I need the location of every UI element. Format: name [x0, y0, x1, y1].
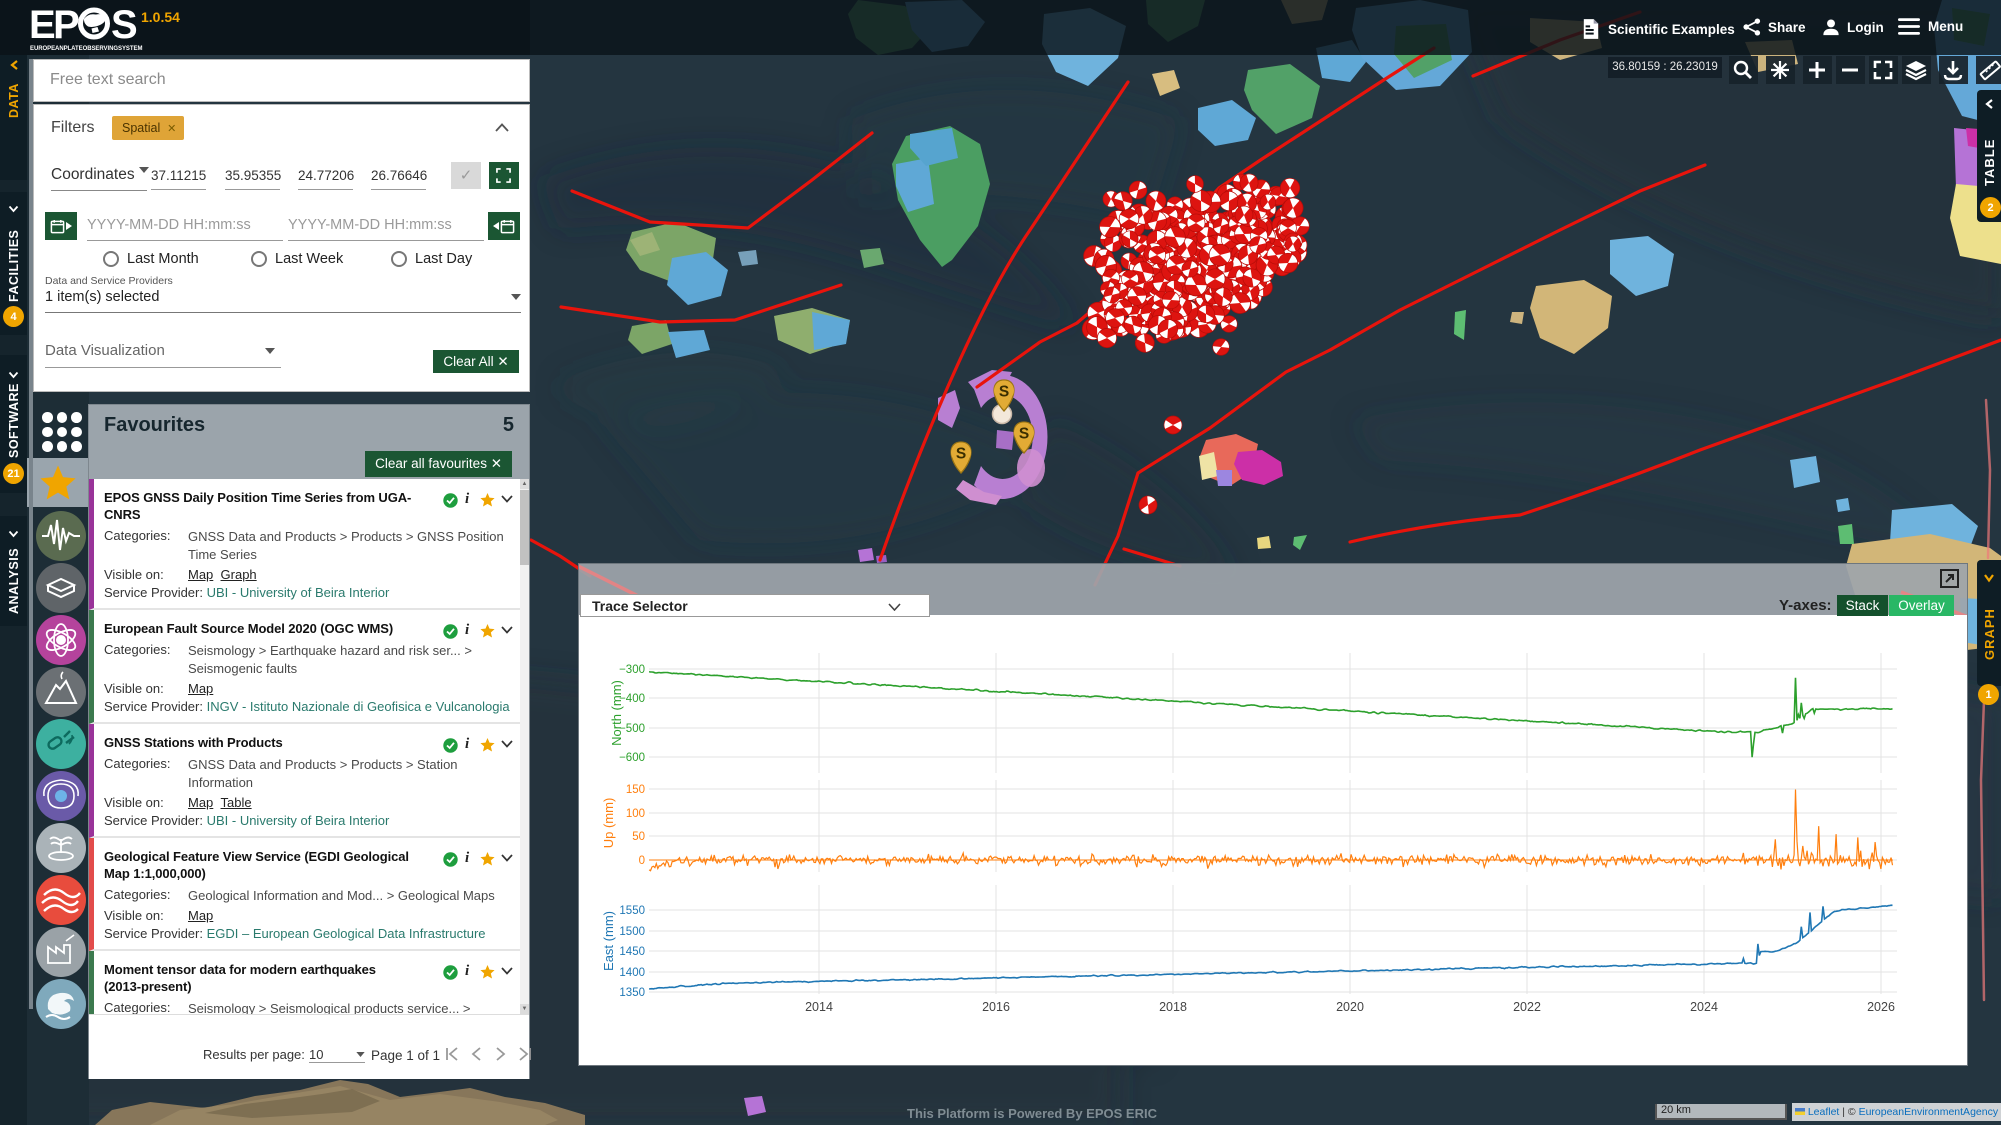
svg-text:EP: EP	[30, 5, 79, 47]
svg-text:2014: 2014	[805, 1000, 833, 1014]
svg-text:2016: 2016	[982, 1000, 1010, 1014]
svg-text:0: 0	[639, 855, 645, 867]
svg-text:100: 100	[626, 808, 645, 820]
svg-text:1350: 1350	[619, 987, 645, 999]
svg-text:−300: −300	[619, 664, 645, 676]
svg-text:1400: 1400	[619, 967, 645, 979]
svg-text:2022: 2022	[1513, 1000, 1541, 1014]
svg-text:2024: 2024	[1690, 1000, 1718, 1014]
svg-text:1550: 1550	[619, 905, 645, 917]
svg-text:2026: 2026	[1867, 1000, 1895, 1014]
svg-text:East (mm): East (mm)	[601, 911, 616, 971]
svg-text:50: 50	[632, 831, 645, 843]
svg-text:−600: −600	[619, 752, 645, 764]
svg-text:Up (mm): Up (mm)	[601, 798, 616, 849]
svg-text:−500: −500	[619, 723, 645, 735]
svg-text:S: S	[111, 5, 137, 47]
svg-text:EUROPEANPLATEOBSERVINGSYSTEM: EUROPEANPLATEOBSERVINGSYSTEM	[30, 46, 142, 52]
svg-text:2018: 2018	[1159, 1000, 1187, 1014]
svg-text:North (mm): North (mm)	[609, 680, 624, 746]
svg-text:150: 150	[626, 784, 645, 796]
svg-text:1450: 1450	[619, 946, 645, 958]
svg-text:−400: −400	[619, 693, 645, 705]
svg-text:1500: 1500	[619, 926, 645, 938]
svg-text:2020: 2020	[1336, 1000, 1364, 1014]
